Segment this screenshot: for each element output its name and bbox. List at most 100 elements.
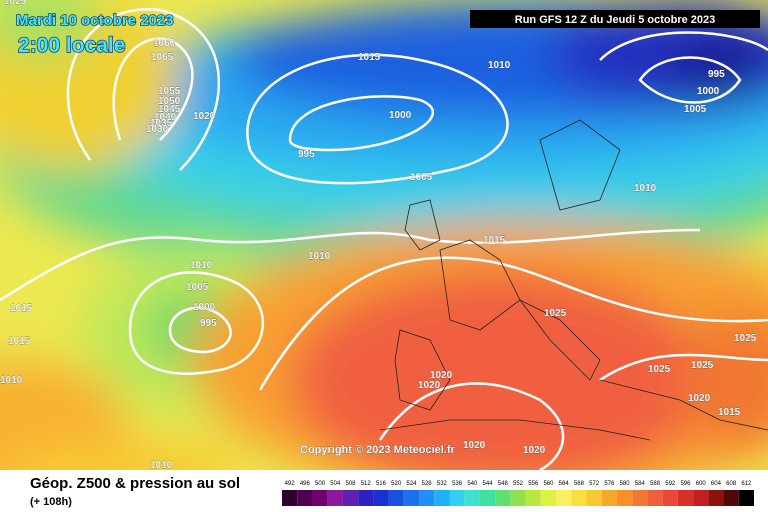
scale-label: 540	[467, 481, 478, 487]
scale-swatch	[449, 490, 465, 506]
isobar-label: 1020	[193, 111, 216, 122]
scale-label: 612	[741, 481, 752, 487]
scale-label: 568	[574, 481, 585, 487]
scale-label: 500	[315, 481, 326, 487]
isobar-label: 1005	[410, 172, 433, 183]
scale-label: 560	[543, 481, 554, 487]
scale-label: 528	[422, 481, 433, 487]
scale-swatch	[342, 490, 359, 506]
scale-label: 600	[696, 481, 707, 487]
scale-label: 572	[589, 481, 600, 487]
time: 2:00 locale	[18, 34, 125, 57]
footer-title: Géop. Z500 & pression au sol	[30, 475, 240, 492]
isobar-label: 995	[298, 149, 315, 160]
scale-swatch	[708, 490, 724, 506]
scale-swatch	[464, 490, 480, 506]
scale-swatch	[571, 490, 587, 506]
scale-label: 512	[361, 481, 372, 487]
scale-swatch	[616, 490, 633, 506]
isobar-label: 1010	[150, 460, 173, 471]
scale-label: 492	[285, 481, 296, 487]
scale-swatch	[282, 490, 298, 506]
isobar-label: 1010	[488, 60, 511, 71]
isobar-label: 1015	[358, 52, 381, 63]
scale-swatch	[373, 490, 389, 506]
isobar-label: 1065	[151, 52, 174, 63]
scale-label: 496	[300, 481, 311, 487]
isobar-label: 1015	[483, 235, 506, 246]
isobar-label: 1050	[158, 96, 181, 107]
scale-label: 604	[711, 481, 722, 487]
scale-label: 556	[528, 481, 539, 487]
isobar-label: 1015	[8, 336, 31, 347]
scale-swatch	[723, 490, 739, 506]
isobar-label: 1020	[418, 380, 441, 391]
scale-swatch	[479, 490, 496, 506]
scale-swatch	[738, 490, 754, 506]
isobar-label: 1045	[158, 104, 181, 115]
isobar-label: 1040	[154, 112, 177, 123]
scale-label: 516	[376, 481, 387, 487]
scale-label: 532	[437, 481, 448, 487]
isobar-label: 1020	[430, 370, 453, 381]
isobar-label: 1010	[190, 260, 213, 271]
scale-swatch	[540, 490, 557, 506]
isobar-label: 1005	[186, 282, 209, 293]
scale-label: 508	[346, 481, 357, 487]
scale-label: 576	[604, 481, 615, 487]
scale-swatch	[419, 490, 435, 506]
run: Run GFS 12 Z du Jeudi 5 octobre 2023	[515, 14, 716, 26]
isobar-label: 995	[200, 318, 217, 329]
scale-swatch	[312, 490, 328, 506]
run-box	[470, 10, 760, 28]
isobar-label: 1010	[0, 375, 23, 386]
scale-label: 596	[680, 481, 691, 487]
scale-swatch	[403, 490, 420, 506]
scale-swatch	[556, 490, 572, 506]
isobar-label: 1020	[523, 445, 546, 456]
scale-label: 552	[513, 481, 524, 487]
isobar-label: 1025	[544, 308, 567, 319]
scale-label: 588	[650, 481, 661, 487]
scale-swatch	[388, 490, 404, 506]
isobar-label: 1025	[734, 333, 757, 344]
scale-label: 564	[559, 481, 570, 487]
scale-swatch	[525, 490, 541, 506]
coastlines	[379, 119, 768, 441]
scale-label: 536	[452, 481, 463, 487]
isobar-label: 1060	[153, 38, 176, 49]
isobars	[0, 8, 768, 470]
scale-swatch	[327, 490, 343, 506]
color-scale: 492 496 500 504 508 512 516 520 524 528 532 536 540 5…	[282, 481, 754, 506]
isobar-label: 1010	[308, 251, 331, 262]
scale-swatch	[662, 490, 678, 506]
footer-lead: (+ 108h)	[30, 496, 72, 508]
isobar-label: 1005	[684, 104, 707, 115]
scale-label: 524	[406, 481, 417, 487]
isobar-label: 1015	[718, 407, 741, 418]
isobar-label: 1000	[697, 86, 720, 97]
isobar-label: 1000	[193, 302, 216, 313]
scale-label: 580	[620, 481, 631, 487]
date: Mardi 10 octobre 2023	[16, 12, 174, 29]
scale-swatch	[434, 490, 450, 506]
scale-swatch	[601, 490, 617, 506]
scale-label: 584	[635, 481, 646, 487]
isobar-label: 1035	[150, 118, 173, 129]
scale-swatch	[586, 490, 602, 506]
isobar-label: 1025	[4, 0, 27, 7]
scale-swatch	[677, 490, 694, 506]
isobar-label: 1000	[389, 110, 412, 121]
scale-label: 544	[483, 481, 494, 487]
scale-swatch	[647, 490, 663, 506]
isobar-label: 1030	[146, 124, 169, 135]
isobar-label: 1025	[648, 364, 671, 375]
scale-swatch	[358, 490, 374, 506]
scale-swatch	[632, 490, 648, 506]
scale-swatch	[495, 490, 511, 506]
scale-swatch	[510, 490, 526, 506]
scale-label: 608	[726, 481, 737, 487]
